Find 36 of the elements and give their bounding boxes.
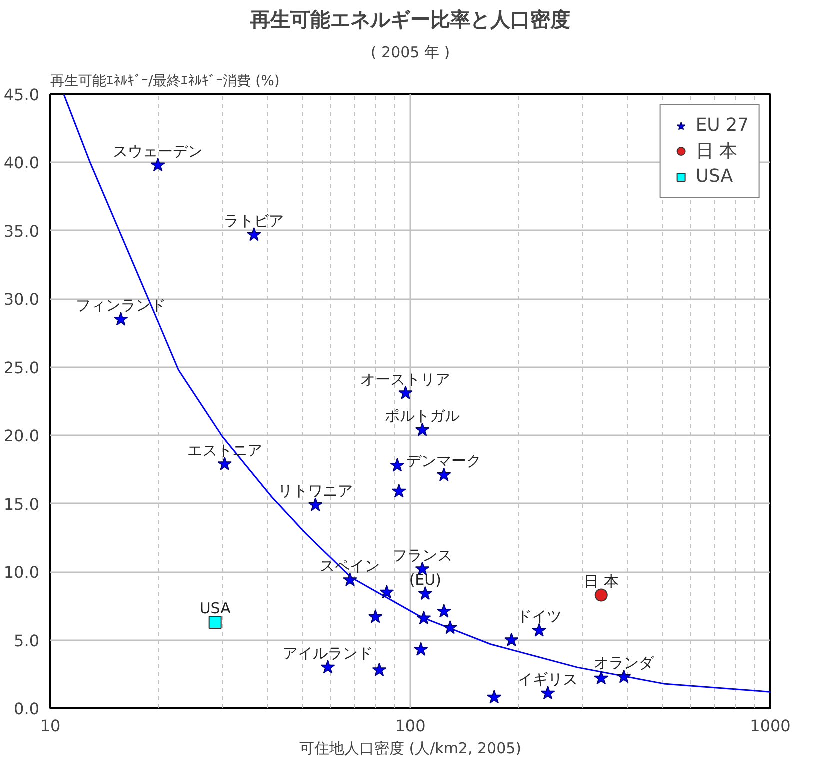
annotation: ドイツ — [516, 608, 562, 626]
annotation: フィンランド — [76, 296, 166, 315]
annotation: ポルトガル — [385, 407, 460, 426]
annotation: アイルランド — [283, 644, 374, 663]
x-tick-label: 1000 — [750, 716, 791, 736]
chart-subtitle: ( 2005 年 ) — [370, 44, 450, 62]
annotation: エストニア — [187, 441, 262, 460]
y-axis-title: 再生可能ｴﾈﾙｷﾞｰ/最終ｴﾈﾙｷﾞｰ消費 (%) — [50, 74, 280, 90]
x-tick-label: 10 — [40, 716, 61, 736]
annotation: 日 本 — [584, 572, 619, 590]
y-tick-label: 40.0 — [4, 154, 40, 173]
annotation: イギリス — [518, 670, 578, 688]
annotation: スウェーデン — [113, 142, 204, 160]
annotation: ラトビア — [224, 212, 284, 230]
y-tick-label: 15.0 — [4, 494, 40, 514]
y-tick-label: 30.0 — [4, 290, 40, 310]
y-tick-label: 45.0 — [4, 86, 40, 104]
y-tick-label: 25.0 — [4, 358, 40, 378]
y-tick-label: 0.0 — [14, 700, 40, 718]
chart-title: 再生可能エネルギー比率と人口密度 — [250, 8, 570, 32]
legend-label: EU 27 — [696, 115, 749, 136]
y-tick-label: 10.0 — [4, 563, 40, 582]
annotation: (EU) — [409, 570, 442, 589]
annotation: オーストリア — [360, 370, 451, 388]
annotation: リトワニア — [278, 482, 354, 500]
legend-label: USA — [696, 166, 734, 187]
x-tick-label: 100 — [395, 716, 426, 736]
y-tick-label: 5.0 — [14, 631, 40, 650]
legend-label: 日 本 — [696, 140, 738, 163]
annotation: フランス — [392, 546, 453, 564]
annotation: デンマーク — [406, 452, 482, 470]
x-axis-title: 可住地人口密度 (人/km2, 2005) — [299, 740, 522, 758]
annotation: USA — [200, 600, 232, 618]
y-tick-label: 35.0 — [4, 222, 40, 241]
y-tick-label: 20.0 — [4, 426, 40, 446]
annotation: オランダ — [594, 654, 656, 672]
